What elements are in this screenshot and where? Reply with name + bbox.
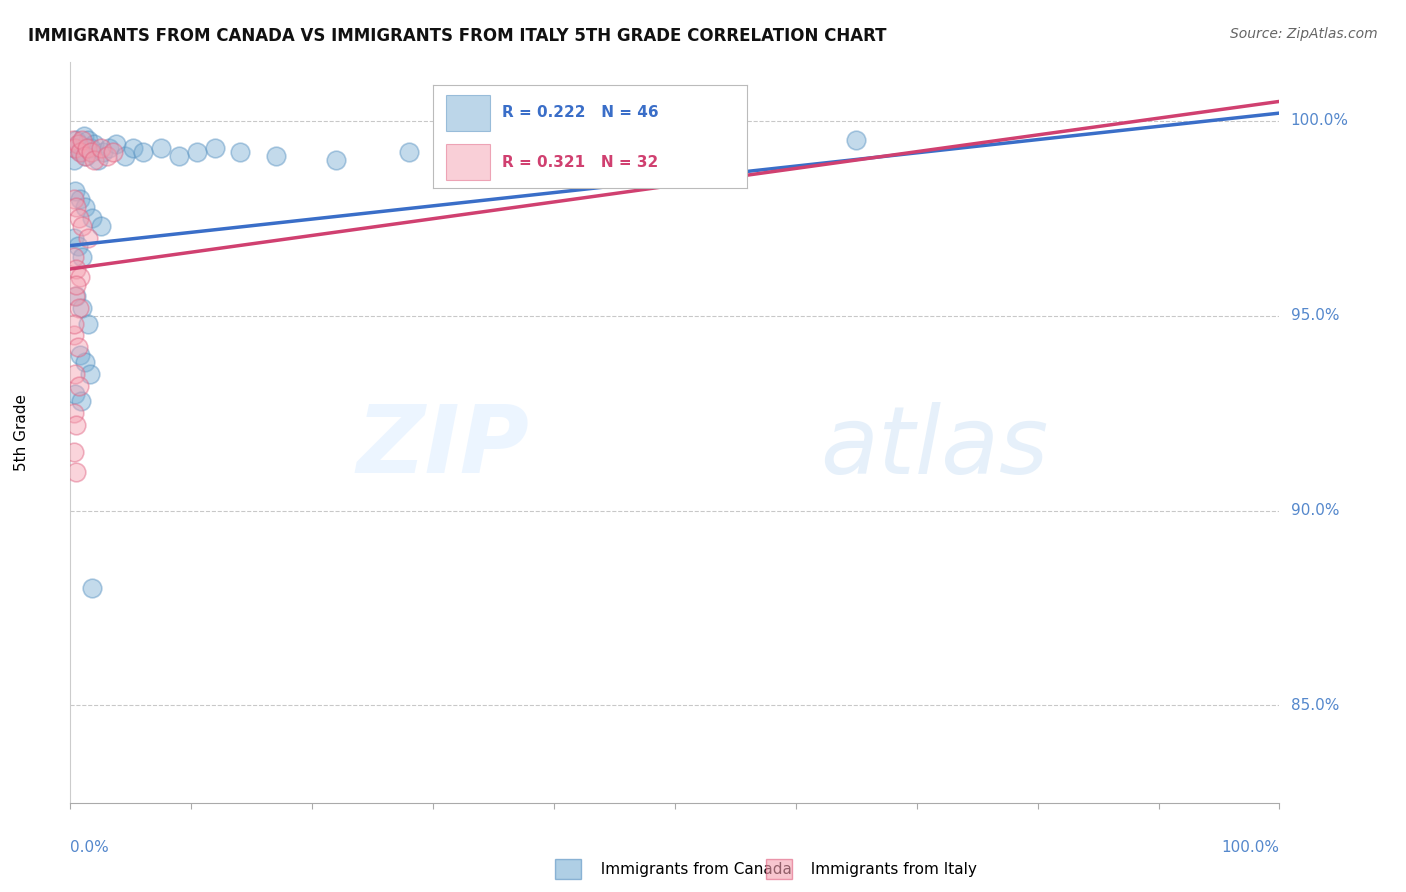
Text: atlas: atlas [820,402,1049,493]
Point [63,192,86,206]
Point [79,367,101,381]
Point [67,379,90,393]
Point [70,394,93,409]
Text: Immigrants from Canada: Immigrants from Canada [591,863,792,877]
Point [63,328,86,343]
Point [80,211,103,226]
Point [664,141,686,155]
Point [67,211,90,226]
Point [66,340,89,354]
Point [63,289,86,303]
Point [186,145,208,159]
Point [69,192,91,206]
Point [63,445,86,459]
Text: Source: ZipAtlas.com: Source: ZipAtlas.com [1230,27,1378,41]
Point [264,149,287,163]
Point [543,137,565,152]
Point [63,141,86,155]
Point [63,386,86,401]
Point [114,149,136,163]
Point [325,153,347,167]
Text: 100.0%: 100.0% [1222,840,1279,855]
Point [72,219,94,233]
Point [63,153,86,167]
Text: 95.0%: 95.0% [1291,309,1339,323]
Point [90,141,111,155]
Point [75,149,97,163]
Point [87,153,110,167]
Point [66,238,89,252]
Point [77,317,100,331]
Point [77,133,100,147]
Point [80,145,103,159]
Point [76,141,98,155]
Point [70,145,93,159]
Point [80,582,103,596]
Point [398,145,420,159]
Point [65,417,87,432]
Point [204,141,226,155]
Point [67,137,90,152]
Point [73,149,96,163]
Point [122,141,145,155]
Text: IMMIGRANTS FROM CANADA VS IMMIGRANTS FROM ITALY 5TH GRADE CORRELATION CHART: IMMIGRANTS FROM CANADA VS IMMIGRANTS FRO… [28,27,887,45]
Point [96,149,118,163]
Point [98,141,121,155]
Point [77,231,100,245]
Point [73,200,96,214]
Point [65,277,87,292]
Point [63,231,86,245]
Point [69,269,91,284]
Point [72,129,94,144]
Point [63,367,86,381]
Point [65,200,87,214]
Point [105,137,128,152]
Point [845,133,868,147]
Point [63,250,86,264]
Text: 85.0%: 85.0% [1291,698,1339,713]
Point [72,250,94,264]
Point [72,133,94,147]
Point [91,145,114,159]
Point [66,137,89,152]
Point [228,145,250,159]
Point [65,289,87,303]
Text: ZIP: ZIP [357,401,530,493]
Point [65,133,87,147]
Point [62,133,84,147]
Point [132,145,155,159]
Point [67,301,90,315]
Point [83,137,105,152]
Point [83,153,105,167]
Point [63,141,86,155]
Point [65,262,87,277]
Text: 5th Grade: 5th Grade [14,394,30,471]
Point [90,219,111,233]
Point [80,141,103,155]
Point [69,145,91,159]
Text: Immigrants from Italy: Immigrants from Italy [801,863,977,877]
Point [72,301,94,315]
Point [73,355,96,369]
Point [69,348,91,362]
Text: 100.0%: 100.0% [1291,113,1348,128]
Point [470,141,492,155]
Point [63,406,86,420]
Point [63,184,86,198]
Point [150,141,173,155]
Text: 90.0%: 90.0% [1291,503,1339,518]
Text: 0.0%: 0.0% [70,840,110,855]
Point [63,317,86,331]
Point [101,145,124,159]
Point [167,149,190,163]
Point [65,465,87,479]
